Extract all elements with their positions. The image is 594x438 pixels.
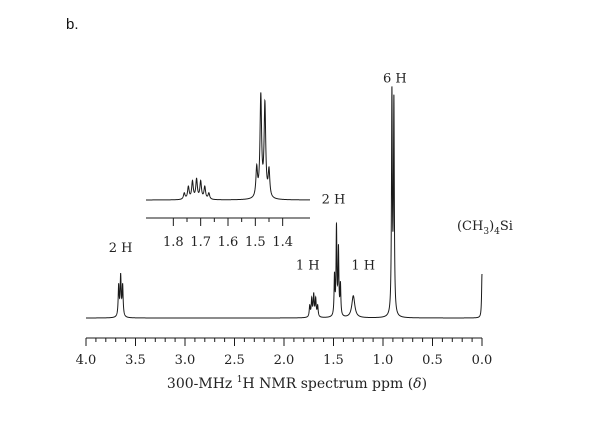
x-ticks: 4.0 3.5 3.0 2.5 2.0 1.5 1.0 0.5 0.0 — [76, 338, 493, 368]
x-tick-label: 0.5 — [422, 353, 443, 368]
integration-label: 2 H — [109, 241, 133, 256]
inset-tick-label: 1.4 — [272, 235, 293, 250]
panel-label: b. — [66, 16, 79, 33]
x-axis-label: 300-MHz 1H NMR spectrum ppm (δ) — [167, 375, 427, 392]
integration-label: (CH3)4Si — [457, 219, 513, 237]
x-tick-label: 4.0 — [76, 353, 97, 368]
inset-tick-label: 1.8 — [163, 235, 184, 250]
x-tick-label: 2.0 — [274, 353, 295, 368]
integration-annotations: 2 H 1 H 1 H 2 H 6 H (CH3)4Si — [109, 72, 513, 274]
x-tick-label: 1.0 — [373, 353, 394, 368]
x-tick-label: 3.5 — [125, 353, 146, 368]
integration-label: 1 H — [351, 259, 375, 274]
inset-tick-label: 1.5 — [245, 235, 266, 250]
integration-label: 2 H — [322, 193, 346, 208]
inset-tick-label: 1.6 — [218, 235, 239, 250]
integration-label: 1 H — [296, 259, 320, 274]
inset-spectrum-trace — [146, 92, 310, 201]
spectrum-trace — [86, 86, 483, 319]
x-tick-label: 2.5 — [224, 353, 245, 368]
inset-plot: 1.8 1.7 1.6 1.5 1.4 — [146, 92, 310, 250]
x-tick-label: 3.0 — [175, 353, 196, 368]
x-tick-label: 0.0 — [472, 353, 493, 368]
integration-label: 6 H — [383, 72, 407, 87]
inset-tick-label: 1.7 — [190, 235, 211, 250]
x-tick-label: 1.5 — [323, 353, 344, 368]
inset-x-ticks: 1.8 1.7 1.6 1.5 1.4 — [163, 218, 293, 250]
